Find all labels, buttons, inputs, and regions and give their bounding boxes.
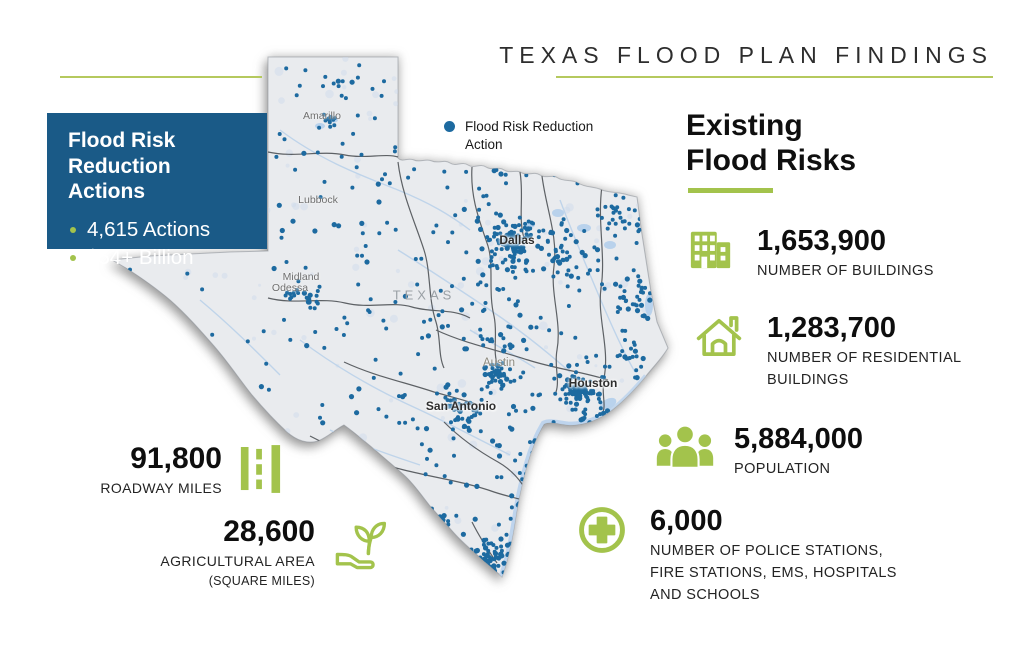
stat-agricultural-area: 28,600 AGRICULTURAL AREA (SQUARE MILES) (140, 516, 390, 588)
actions-count-item: 4,615 Actions (68, 216, 249, 244)
rivers (199, 129, 636, 466)
stat-number-of-buildings: 1,653,900 NUMBER OF BUILDINGS (688, 226, 934, 283)
existing-flood-risks-heading: Existing Flood Risks (686, 109, 857, 177)
actions-cost-item: $54+ Billion (68, 244, 249, 272)
flood-risk-actions-panel: Flood Risk Reduction Actions 4,615 Actio… (47, 113, 267, 269)
bullet-icon (70, 226, 76, 233)
actions-panel-heading: Flood Risk Reduction Actions (68, 129, 176, 204)
medical-cross-icon (578, 506, 626, 554)
road-icon (238, 443, 282, 500)
stat-value: 28,600 (223, 515, 315, 548)
stat-residential-buildings: 1,283,700 NUMBER OF RESIDENTIAL BUILDING… (694, 313, 992, 392)
stat-value: 1,653,900 (757, 225, 887, 257)
header-rule-left (60, 76, 262, 78)
stat-label: NUMBER OF RESIDENTIAL BUILDINGS (767, 350, 961, 389)
legend-label: Flood Risk Reduction Action (465, 119, 594, 152)
population-icon (653, 424, 717, 472)
stat-value: 91,800 (130, 442, 222, 475)
flood-action-dot-icon (444, 121, 455, 132)
map-legend: Flood Risk Reduction Action (444, 118, 603, 153)
stat-value: 6,000 (650, 505, 723, 537)
page-title: TEXAS FLOOD PLAN FINDINGS (499, 42, 993, 68)
stat-value: 5,884,000 (734, 423, 864, 455)
stat-label: AGRICULTURAL AREA (160, 552, 315, 569)
stat-label: NUMBER OF BUILDINGS (757, 263, 934, 280)
residential-icon (694, 313, 744, 360)
stat-value: 1,283,700 (767, 312, 897, 344)
bullet-icon (70, 255, 76, 262)
stat-population: 5,884,000 POPULATION (653, 424, 863, 481)
actions-panel-list: 4,615 Actions $54+ Billion (68, 216, 249, 273)
stat-sublabel: (SQUARE MILES) (208, 573, 315, 588)
stat-emergency-facilities: 6,000 NUMBER OF POLICE STATIONS, FIRE ST… (578, 506, 918, 607)
stat-label: NUMBER OF POLICE STATIONS, FIRE STATIONS… (650, 543, 897, 603)
agriculture-icon (328, 516, 390, 579)
flood-action-dots (118, 63, 653, 577)
stat-label: ROADWAY MILES (100, 479, 222, 496)
heading-underline (688, 188, 773, 193)
stat-roadway-miles: 91,800 ROADWAY MILES (60, 443, 282, 500)
buildings-icon (688, 226, 734, 272)
header-rule-right (556, 76, 993, 78)
stat-label: POPULATION (734, 461, 831, 478)
